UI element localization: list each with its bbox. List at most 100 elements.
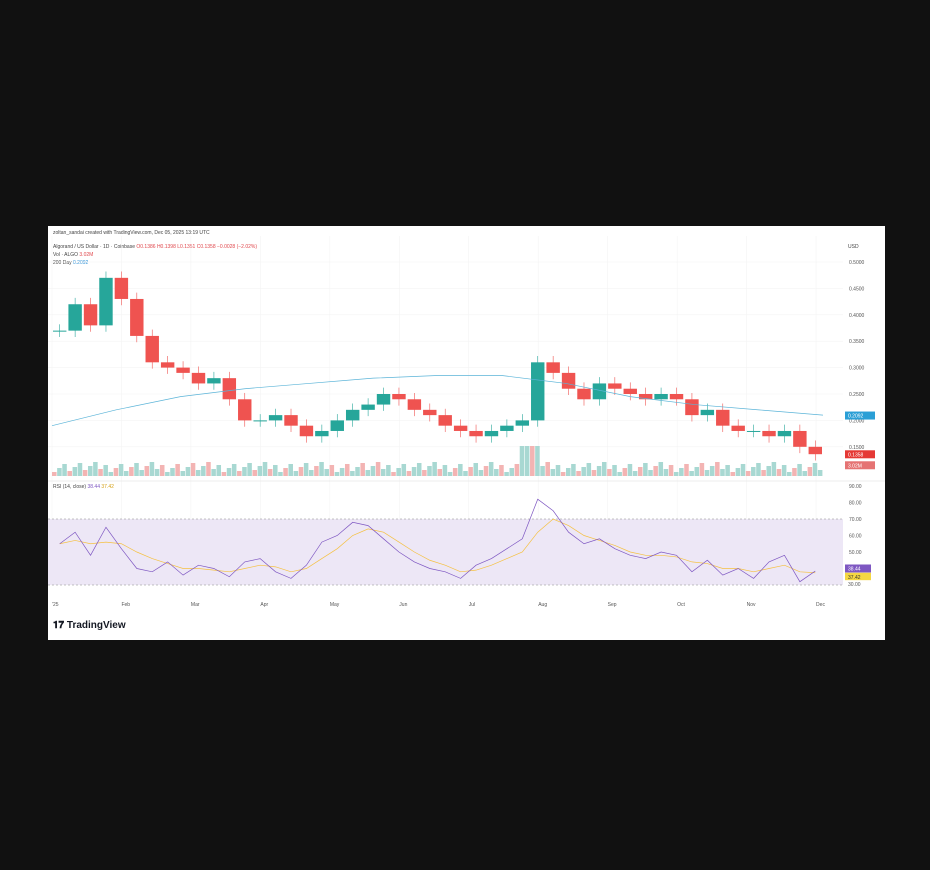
volume-bar [540,466,545,476]
rsi-value-label-bg [845,564,871,573]
rsi-label: RSI (14, close) [53,484,87,490]
candle [484,430,499,437]
volume-bar [139,470,144,476]
volume-bar [149,462,155,476]
volume-bar [221,472,227,476]
candle [268,415,283,421]
volume-bar [175,464,180,476]
candle [207,378,221,384]
tradingview-logo: 𝟏𝟕 TradingView [53,620,126,631]
volume-bar [607,469,612,476]
y-tick-label: 0.5000 [849,260,865,266]
volume-bar [278,472,283,476]
volume-bar [159,465,165,476]
volume-bar [129,467,134,476]
x-tick-label: Oct [677,602,685,608]
volume-bar [725,465,730,476]
volume-bar [771,462,777,476]
volume-bar [170,468,175,476]
candle [762,430,776,437]
candle [130,298,144,336]
candle [438,415,452,426]
volume-bar [237,471,242,476]
chart-card: zoltan_sandai created with TradingView.c… [48,226,885,640]
rsi-tick-label: 50.00 [849,550,862,556]
candle [345,409,360,421]
volume-bar [247,463,252,476]
volume-bar [339,468,345,476]
candle [453,425,468,431]
volume-bar [483,466,489,476]
y-tick-label: 0.1500 [849,445,865,451]
y-tick-label: 0.2500 [849,392,865,398]
volume-bar [720,469,725,476]
candle [592,383,607,400]
candle [315,430,329,437]
candle [608,383,622,389]
rsi-tick-label: 80.00 [849,501,862,507]
volume-bar [550,469,556,476]
vol-label: Vol · ALGO [53,252,79,258]
volume-bar [596,466,602,476]
volume-bar [751,467,756,476]
volume-bar [787,472,792,476]
candle [330,420,344,431]
volume-bar [776,469,782,476]
volume-bar [458,464,463,476]
candle [561,372,576,389]
symbol-legend: Algorand / US Dollar · 1D · Coinbase O0.… [53,244,257,250]
volume-bar [93,462,98,476]
volume-bar [673,472,679,476]
volume-bar [113,468,119,476]
volume-bar [555,465,561,476]
candle [191,372,206,384]
volume-bar [190,463,196,476]
volume-bar [298,467,304,476]
volume-bar [756,463,761,476]
candle [160,362,175,368]
volume-bar [52,472,57,476]
volume-bar [627,464,633,476]
rsi-30-label-bg [845,580,871,589]
volume-bar [437,469,443,476]
volume-bar [391,472,396,476]
volume-bar [509,468,514,476]
x-tick-label: Sep [608,602,617,608]
volume-bar [401,464,407,476]
candle [531,362,545,421]
x-tick-label: Mar [191,602,200,608]
volume-bar [103,465,108,476]
volume-bar [452,468,458,476]
volume-bar [648,470,653,476]
ma200-line [51,375,824,427]
volume-bar [545,462,550,476]
rsi-ma-value-label: 37.42 [848,575,861,581]
volume-bar [288,464,293,476]
candle [53,330,67,332]
volume-bar [344,464,350,476]
volume-bar [411,467,417,476]
volume-bar [560,472,566,476]
volume-bar [360,463,365,476]
candle [793,430,807,447]
rsi-legend: RSI (14, close) 38.44 37.42 [53,484,114,490]
volume-bar [267,469,273,476]
volume-bar [195,470,201,476]
candle [685,399,699,416]
volume-bar [637,467,643,476]
price-chart[interactable]: 0.5000 0.4500 0.4000 0.3500 0.3000 0.2500 0.20… [48,226,885,640]
volume-bar [601,462,607,476]
volume-label-bg [845,461,875,470]
volume-bar [694,467,700,476]
candle [654,394,668,400]
candle [469,430,483,437]
candle [577,388,591,400]
volume-bar [735,468,741,476]
volume-bar [185,467,191,476]
ohlc: O0.1386 H0.1398 L0.1351 C0.1358 −0.0028 … [136,244,258,250]
rsi-30-label: 30.00 [848,582,861,588]
volume-bar [386,465,391,476]
x-tick-label: Dec [816,602,825,608]
y-tick-label: 0.4500 [849,286,865,292]
candle [407,399,422,410]
